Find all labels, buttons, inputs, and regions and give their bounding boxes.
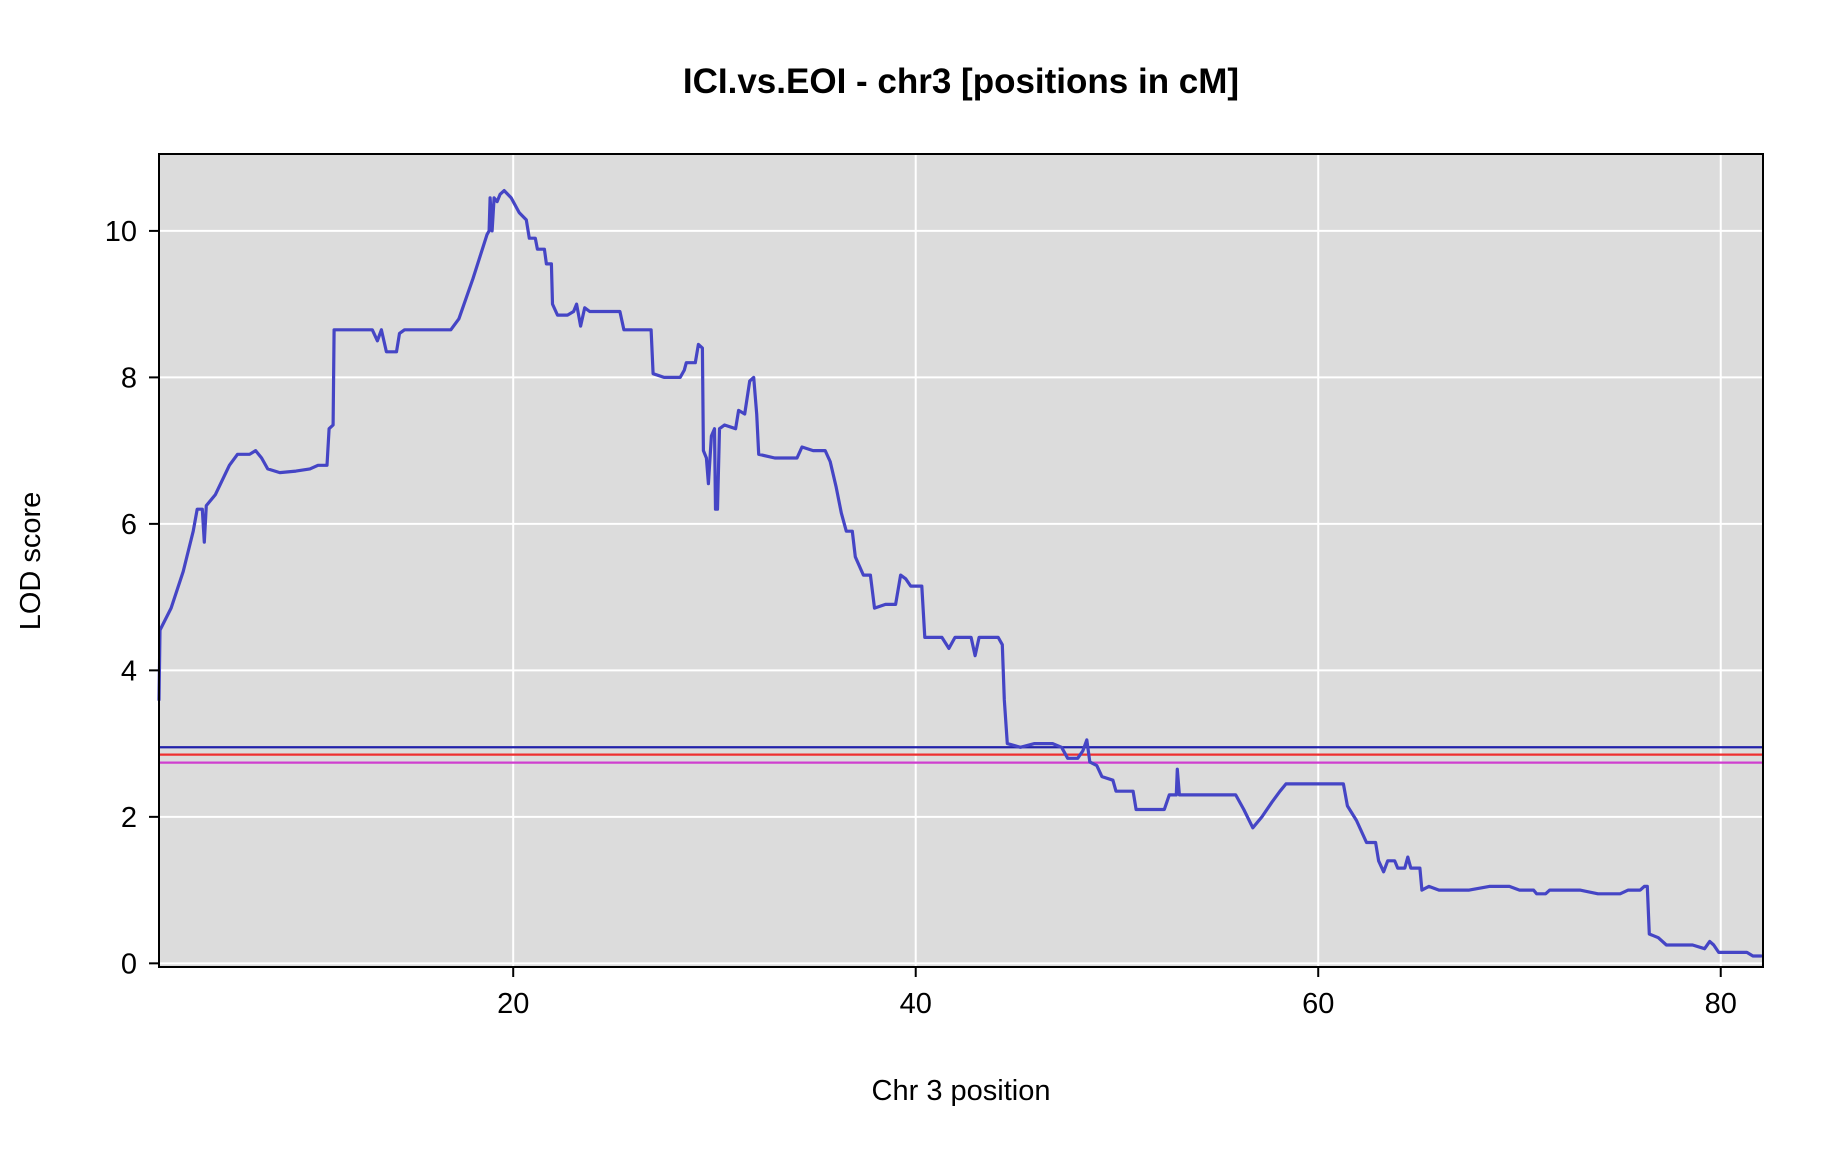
y-tick-label-6: 6 — [121, 509, 137, 541]
y-axis-label: LOD score — [15, 492, 47, 631]
lod-curve — [157, 189, 1763, 958]
x-axis-label: Chr 3 position — [872, 1075, 1051, 1107]
x-tick-label-80: 80 — [1705, 988, 1737, 1020]
chart-layers: 20 40 60 80 0 2 4 6 8 10 — [105, 153, 1764, 1020]
y-tick-label-2: 2 — [121, 802, 137, 834]
y-tick-label-10: 10 — [105, 216, 137, 248]
x-tick-label-20: 20 — [497, 988, 529, 1020]
y-tick-label-4: 4 — [121, 655, 137, 687]
panel-border — [158, 153, 1764, 968]
x-tick-label-60: 60 — [1302, 988, 1334, 1020]
plot-panel — [159, 154, 1763, 967]
x-tick-label-40: 40 — [900, 988, 932, 1020]
y-tick-label-8: 8 — [121, 362, 137, 394]
y-tick-label-0: 0 — [121, 948, 137, 980]
chart-title: ICI.vs.EOI - chr3 [positions in cM] — [683, 62, 1239, 101]
